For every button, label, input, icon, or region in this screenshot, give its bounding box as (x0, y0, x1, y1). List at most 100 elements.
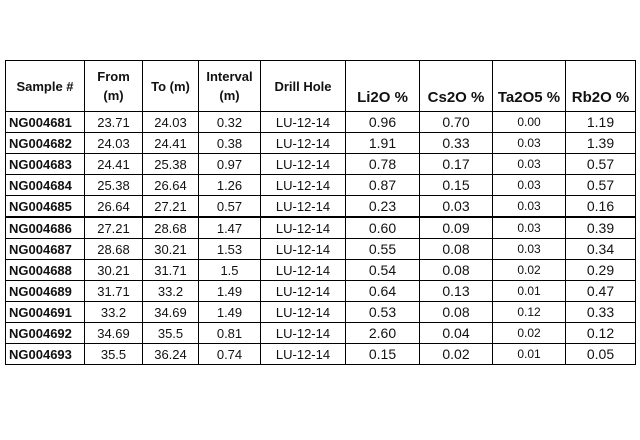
cell-to: 25.38 (142, 153, 199, 175)
cell-interval: 1.53 (198, 238, 261, 260)
cell-from: 33.2 (84, 301, 143, 323)
cell-to: 24.03 (142, 111, 199, 133)
cell-from: 24.03 (84, 132, 143, 154)
header-interval: Interval (m) (198, 60, 261, 112)
header-li2o: Li2O % (345, 60, 420, 112)
cell-to: 26.64 (142, 174, 199, 196)
cell-li2o: 0.87 (345, 174, 420, 196)
table-row: NG004688 30.21 31.71 1.5 LU-12-14 0.54 0.08 0.0… (5, 259, 636, 281)
header-sample: Sample # (5, 60, 85, 112)
cell-to: 36.24 (142, 343, 199, 365)
cell-rb2o: 0.57 (565, 174, 636, 196)
header-to: To (m) (142, 60, 199, 112)
cell-interval: 1.26 (198, 174, 261, 196)
cell-from: 25.38 (84, 174, 143, 196)
cell-sample: NG004687 (5, 238, 85, 260)
cell-cs2o: 0.02 (419, 343, 493, 365)
cell-ta2o5: 0.00 (492, 111, 566, 133)
cell-drill-hole: LU-12-14 (260, 322, 346, 344)
cell-sample: NG004681 (5, 111, 85, 133)
assay-results-table: Sample # From (m) To (m) Interval (m) Dril… (5, 60, 636, 365)
cell-rb2o: 0.47 (565, 280, 636, 302)
cell-li2o: 1.91 (345, 132, 420, 154)
cell-li2o: 0.64 (345, 280, 420, 302)
cell-sample: NG004693 (5, 343, 85, 365)
cell-to: 34.69 (142, 301, 199, 323)
header-drill-hole: Drill Hole (260, 60, 346, 112)
cell-ta2o5: 0.03 (492, 195, 566, 218)
cell-to: 33.2 (142, 280, 199, 302)
cell-to: 35.5 (142, 322, 199, 344)
cell-li2o: 0.15 (345, 343, 420, 365)
table-row: NG004691 33.2 34.69 1.49 LU-12-14 0.53 0.08 0.1… (5, 301, 636, 323)
cell-sample: NG004684 (5, 174, 85, 196)
cell-sample: NG004692 (5, 322, 85, 344)
cell-cs2o: 0.04 (419, 322, 493, 344)
cell-interval: 0.74 (198, 343, 261, 365)
cell-li2o: 0.55 (345, 238, 420, 260)
cell-drill-hole: LU-12-14 (260, 238, 346, 260)
cell-ta2o5: 0.03 (492, 132, 566, 154)
cell-sample: NG004685 (5, 195, 85, 218)
cell-ta2o5: 0.12 (492, 301, 566, 323)
cell-ta2o5: 0.03 (492, 174, 566, 196)
cell-drill-hole: LU-12-14 (260, 259, 346, 281)
cell-li2o: 0.60 (345, 216, 420, 239)
cell-from: 35.5 (84, 343, 143, 365)
cell-from: 31.71 (84, 280, 143, 302)
cell-sample: NG004691 (5, 301, 85, 323)
cell-li2o: 0.78 (345, 153, 420, 175)
cell-cs2o: 0.15 (419, 174, 493, 196)
cell-interval: 1.5 (198, 259, 261, 281)
cell-interval: 0.57 (198, 195, 261, 218)
table-row: NG004683 24.41 25.38 0.97 LU-12-14 0.78 0.17 0.… (5, 153, 636, 175)
cell-interval: 0.38 (198, 132, 261, 154)
header-cs2o: Cs2O % (419, 60, 493, 112)
cell-cs2o: 0.03 (419, 195, 493, 218)
cell-ta2o5: 0.03 (492, 216, 566, 239)
cell-cs2o: 0.08 (419, 238, 493, 260)
cell-interval: 0.81 (198, 322, 261, 344)
cell-ta2o5: 0.01 (492, 280, 566, 302)
table-row: NG004681 23.71 24.03 0.32 LU-12-14 0.96 0.70 0.… (5, 111, 636, 133)
cell-from: 23.71 (84, 111, 143, 133)
cell-rb2o: 0.12 (565, 322, 636, 344)
table-row: NG004692 34.69 35.5 0.81 LU-12-14 2.60 0.04 0.0… (5, 322, 636, 344)
cell-li2o: 0.53 (345, 301, 420, 323)
cell-interval: 0.97 (198, 153, 261, 175)
cell-from: 24.41 (84, 153, 143, 175)
cell-li2o: 0.96 (345, 111, 420, 133)
cell-rb2o: 0.29 (565, 259, 636, 281)
cell-cs2o: 0.33 (419, 132, 493, 154)
cell-ta2o5: 0.03 (492, 238, 566, 260)
cell-interval: 1.47 (198, 216, 261, 239)
cell-drill-hole: LU-12-14 (260, 111, 346, 133)
cell-interval: 1.49 (198, 280, 261, 302)
cell-to: 28.68 (142, 216, 199, 239)
cell-ta2o5: 0.02 (492, 259, 566, 281)
cell-sample: NG004688 (5, 259, 85, 281)
cell-li2o: 0.54 (345, 259, 420, 281)
cell-cs2o: 0.09 (419, 216, 493, 239)
cell-interval: 0.32 (198, 111, 261, 133)
cell-drill-hole: LU-12-14 (260, 132, 346, 154)
cell-cs2o: 0.13 (419, 280, 493, 302)
cell-rb2o: 1.19 (565, 111, 636, 133)
cell-ta2o5: 0.01 (492, 343, 566, 365)
table-row: NG004689 31.71 33.2 1.49 LU-12-14 0.64 0.13 0.0… (5, 280, 636, 302)
header-rb2o: Rb2O % (565, 60, 636, 112)
table-row: NG004686 27.21 28.68 1.47 LU-12-14 0.60 0.09 0.… (5, 216, 636, 239)
table-row: NG004685 26.64 27.21 0.57 LU-12-14 0.23 0.03 0.… (5, 195, 636, 218)
cell-drill-hole: LU-12-14 (260, 343, 346, 365)
cell-from: 30.21 (84, 259, 143, 281)
cell-from: 27.21 (84, 216, 143, 239)
cell-rb2o: 0.39 (565, 216, 636, 239)
cell-ta2o5: 0.02 (492, 322, 566, 344)
cell-to: 24.41 (142, 132, 199, 154)
assay-table-container: Sample # From (m) To (m) Interval (m) Dril… (5, 60, 636, 365)
cell-to: 30.21 (142, 238, 199, 260)
cell-cs2o: 0.70 (419, 111, 493, 133)
cell-sample: NG004682 (5, 132, 85, 154)
table-row: NG004687 28.68 30.21 1.53 LU-12-14 0.55 0.08 0.… (5, 238, 636, 260)
cell-cs2o: 0.08 (419, 259, 493, 281)
